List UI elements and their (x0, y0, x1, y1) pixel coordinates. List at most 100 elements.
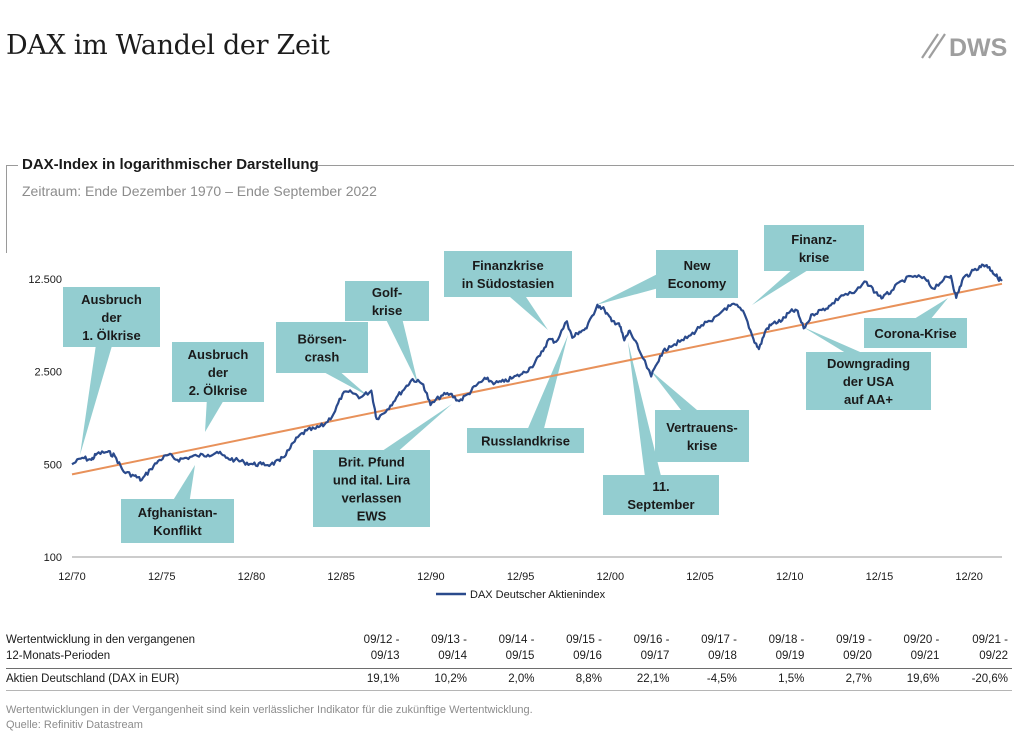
callout-box (313, 450, 430, 527)
callout-pointer (383, 404, 452, 450)
callout-box (121, 499, 234, 543)
period-header-line: 09/21 (910, 650, 940, 662)
x-tick-label: 12/05 (686, 571, 714, 583)
period-header-line: 09/19 - (836, 634, 872, 646)
callout-pointer (386, 321, 418, 384)
callout-pointer (803, 327, 861, 352)
performance-value: 2,0% (470, 667, 539, 691)
table-header-label: Wertentwicklung in den vergangenen 12-Mon… (6, 628, 336, 668)
callout-text: Ausbruch (188, 347, 249, 362)
legend-label: DAX Deutscher Aktienindex (470, 589, 606, 601)
y-tick-label: 100 (44, 552, 62, 564)
period-header-line: 09/14 (438, 650, 467, 662)
performance-value: 19,1% (336, 667, 404, 691)
dax-series-line (71, 263, 1003, 482)
x-tick-label: 12/70 (58, 571, 86, 583)
period-header-line: 09/20 (843, 650, 872, 662)
dws-logo: DWS (920, 28, 1016, 62)
performance-value: 2,7% (808, 667, 876, 691)
callout-pointer (528, 335, 568, 428)
performance-value: 1,5% (740, 667, 809, 691)
y-tick-label: 500 (44, 459, 62, 471)
chart-title: DAX-Index in logarithmischer Darstellung (22, 156, 319, 173)
period-header-line: 09/16 - (633, 634, 670, 646)
performance-value: 22,1% (605, 667, 674, 691)
callout-pointer (596, 274, 656, 305)
period-header-line: 09/17 (640, 650, 670, 662)
x-tick-label: 12/15 (866, 571, 894, 583)
callout-box (764, 225, 864, 271)
disclaimer-text: Wertentwicklungen in der Vergangenheit s… (6, 704, 533, 716)
callout-pointer (650, 370, 697, 410)
callout-box (444, 251, 572, 297)
frame-line (6, 165, 18, 166)
period-header-line: 09/18 - (768, 634, 805, 646)
performance-value: 8,8% (538, 667, 606, 691)
callout-text: 1. Ölkrise (82, 328, 141, 343)
callout-pointer (205, 402, 223, 432)
x-tick-label: 12/10 (776, 571, 804, 583)
callout-box (656, 250, 738, 298)
period-header-line: 09/21 - (972, 634, 1008, 646)
callout-text: Economy (668, 276, 727, 291)
trend-line (71, 282, 1003, 476)
frame-line (6, 165, 7, 253)
callout-pointer (915, 298, 948, 318)
performance-value: 19,6% (875, 667, 944, 691)
chart-subtitle: Zeitraum: Ende Dezember 1970 – Ende Sept… (22, 183, 377, 199)
period-header: 09/21 - 09/22 (943, 628, 1012, 668)
callout-text: krise (687, 438, 717, 453)
callout-text: verlassen (342, 491, 402, 506)
period-header: 09/13 - 09/14 (403, 628, 470, 668)
period-header-line: 09/19 (775, 650, 805, 662)
callout-text: 2. Ölkrise (189, 383, 248, 398)
performance-value-row: Aktien Deutschland (DAX in EUR) 19,1% 10,2… (6, 667, 1012, 691)
callout-box (276, 322, 368, 373)
table-header-label-line: 12-Monats-Perioden (6, 650, 111, 662)
callout-box (655, 410, 749, 462)
callout-box (345, 281, 429, 321)
x-tick-label: 12/85 (327, 571, 355, 583)
period-header-line: 09/14 - (498, 634, 535, 646)
callout-text: Ausbruch (81, 292, 142, 307)
callout-pointer (628, 342, 661, 475)
callout-text: der USA (843, 374, 895, 389)
callout-text: Afghanistan- (138, 505, 217, 520)
period-header-line: 09/15 (505, 650, 535, 662)
callout-pointer (510, 297, 548, 330)
logo-text: DWS (949, 34, 1007, 62)
period-header: 09/18 - 09/19 (741, 628, 808, 668)
callout-text: in Südostasien (462, 276, 555, 291)
table-row-label: Aktien Deutschland (DAX in EUR) (6, 667, 336, 691)
callout-text: September (627, 497, 694, 512)
performance-value: -20,6% (943, 667, 1012, 691)
x-tick-label: 12/75 (148, 571, 176, 583)
performance-header-row: Wertentwicklung in den vergangenen 12-Mon… (6, 628, 1012, 668)
source-text: Quelle: Refinitiv Datastream (6, 719, 143, 731)
performance-table: Wertentwicklung in den vergangenen 12-Mon… (6, 628, 1012, 691)
callout-text: der (208, 365, 228, 380)
x-tick-label: 12/95 (507, 571, 535, 583)
callout-box (806, 352, 931, 410)
period-header: 09/14 - 09/15 (471, 628, 538, 668)
period-header-line: 09/17 - (701, 634, 737, 646)
y-tick-label: 2.500 (34, 367, 62, 379)
callout-text: New (684, 258, 712, 273)
callout-pointer (325, 373, 368, 396)
callout-box (603, 475, 719, 515)
callout-text: Vertrauens- (666, 420, 738, 435)
period-header-line: 09/20 - (903, 634, 940, 646)
callout-text: Corona-Krise (874, 326, 956, 341)
callout-pointer (173, 465, 195, 499)
footer: Wertentwicklungen in der Vergangenheit s… (6, 703, 533, 733)
period-header-line: 09/22 (979, 650, 1008, 662)
table-header-label-line: Wertentwicklung in den vergangenen (6, 634, 196, 646)
callout-text: der (101, 310, 121, 325)
page-title: DAX im Wandel der Zeit (6, 30, 330, 61)
x-tick-label: 12/20 (955, 571, 983, 583)
callout-text: Konflikt (153, 523, 202, 538)
callout-text: EWS (357, 509, 387, 524)
frame-line (318, 165, 1014, 166)
period-header-line: 09/16 (573, 650, 602, 662)
period-header-line: 09/13 - (431, 634, 467, 646)
